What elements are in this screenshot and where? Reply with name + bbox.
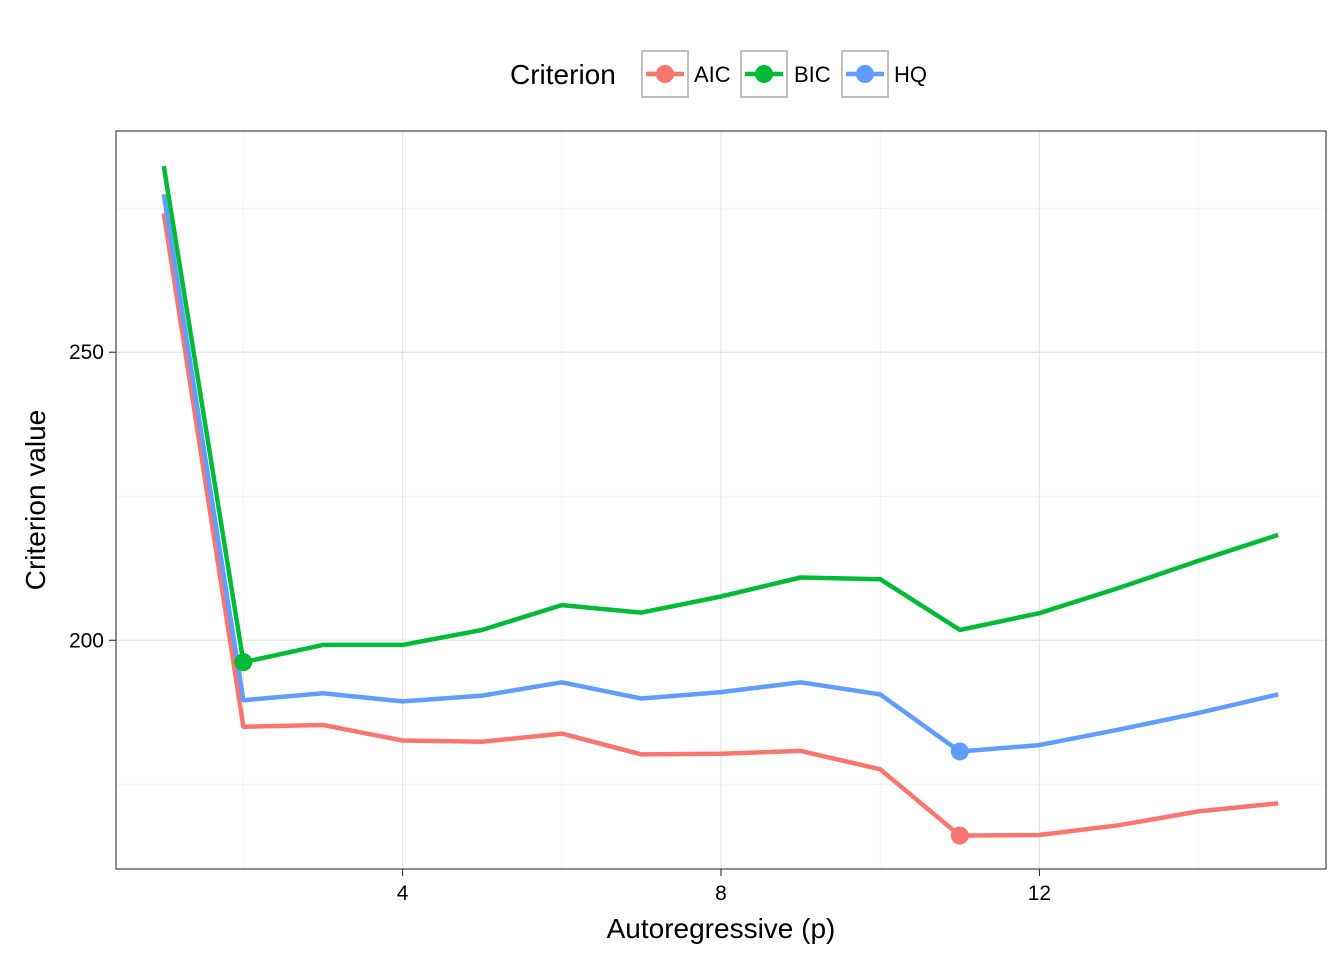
x-axis: 4 8 12 [397,869,1051,905]
plot-panel [115,130,1327,870]
y-tick-label: 200 [69,629,104,652]
legend-label-aic: AIC [694,62,731,87]
y-axis-title: Criterion value [20,410,51,591]
x-tick-label: 12 [1028,882,1051,905]
series-line-aic [161,213,1279,838]
x-axis-title: Autoregressive (p) [607,913,836,944]
min-point-bic [234,653,253,672]
x-tick-label: 8 [715,882,727,905]
min-point-hq [950,742,969,761]
legend-key-point [856,65,874,83]
y-tick-label: 250 [69,341,104,364]
legend-label-hq: HQ [894,62,927,87]
x-tick-label: 4 [397,882,409,905]
legend-label-bic: BIC [794,62,831,87]
legend-key-point [656,65,674,83]
y-axis: 200 250 [69,341,116,652]
min-point-aic [950,826,969,845]
legend-title: Criterion [510,59,616,90]
legend-key-point [755,65,773,83]
series-line-bic [161,165,1279,665]
legend: Criterion AIC BIC HQ [510,50,927,98]
series-line-hq [161,194,1279,754]
